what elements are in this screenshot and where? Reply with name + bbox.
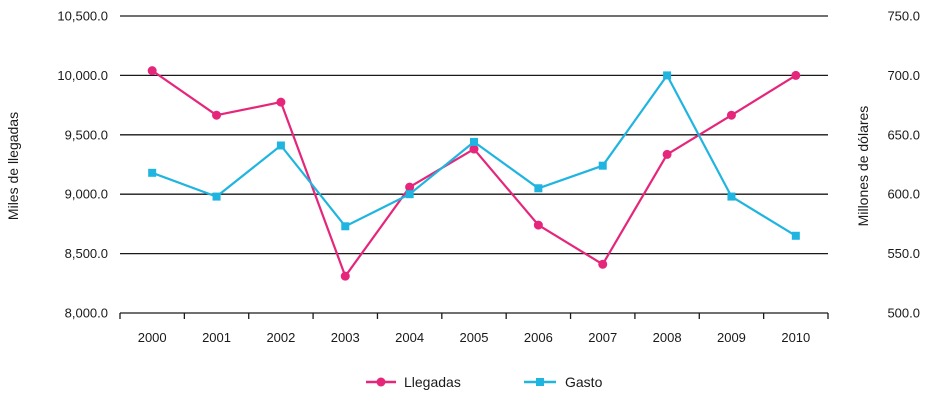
data-point-llegadas — [147, 66, 157, 76]
x-tick-label: 2006 — [524, 330, 553, 345]
data-point-gasto — [534, 184, 543, 193]
data-point-llegadas — [469, 144, 479, 154]
data-point-gasto — [148, 168, 157, 177]
data-point-gasto — [212, 192, 221, 201]
data-point-llegadas — [340, 271, 350, 281]
x-tick-label: 2009 — [717, 330, 746, 345]
data-point-llegadas — [662, 149, 672, 159]
legend-marker-llegadas — [376, 377, 386, 387]
axes — [119, 312, 829, 319]
y-axis-right-title: Millones de dólares — [855, 106, 871, 227]
series-line-llegadas — [151, 69, 797, 278]
data-point-gasto — [727, 192, 736, 201]
data-point-llegadas — [533, 220, 543, 230]
tick-labels: 8,000.0 500.0 8,500.0 550.0 9,000.0 600.0 9,50… — [57, 9, 920, 346]
y-tick-label-right: 600.0 — [887, 187, 920, 202]
y-tick-label-left: 9,500.0 — [65, 127, 108, 142]
data-point-gasto — [791, 231, 800, 240]
legend: Llegadas Gasto — [366, 374, 603, 390]
y-tick-label-right: 750.0 — [887, 9, 920, 24]
x-tick-label: 2001 — [202, 330, 231, 345]
y-tick-label-left: 8,000.0 — [65, 306, 108, 321]
y-tick-label-right: 650.0 — [887, 127, 920, 142]
gridlines — [120, 15, 828, 255]
data-point-llegadas — [276, 97, 286, 107]
x-tick-label: 2004 — [395, 330, 424, 345]
data-point-gasto — [341, 222, 350, 231]
y-axis-left-title: Miles de llegadas — [5, 112, 21, 220]
series — [147, 66, 801, 281]
data-point-gasto — [470, 137, 478, 146]
data-point-llegadas — [598, 259, 608, 269]
data-point-gasto — [598, 161, 607, 170]
data-point-llegadas — [791, 70, 801, 80]
data-point-llegadas — [726, 110, 736, 120]
x-tick-label: 2002 — [266, 330, 295, 345]
legend-label-llegadas: Llegadas — [404, 374, 461, 390]
data-point-gasto — [276, 141, 285, 150]
x-tick-label: 2007 — [588, 330, 617, 345]
y-tick-label-left: 10,000.0 — [57, 68, 108, 83]
legend-item-gasto: Gasto — [524, 374, 603, 390]
y-tick-label-left: 8,500.0 — [65, 246, 108, 261]
data-point-gasto — [405, 190, 414, 199]
data-point-llegadas — [212, 110, 222, 120]
x-tick-label: 2000 — [138, 330, 167, 345]
legend-item-llegadas: Llegadas — [366, 374, 461, 390]
legend-marker-gasto — [536, 378, 544, 386]
x-tick-label: 2010 — [781, 330, 810, 345]
y-tick-label-right: 500.0 — [887, 306, 920, 321]
x-tick-label: 2008 — [653, 330, 682, 345]
data-point-llegadas — [405, 182, 415, 192]
x-tick-label: 2003 — [331, 330, 360, 345]
y-tick-label-right: 550.0 — [887, 246, 920, 261]
y-tick-label-right: 700.0 — [887, 68, 920, 83]
legend-label-gasto: Gasto — [565, 374, 603, 390]
y-tick-label-left: 9,000.0 — [65, 187, 108, 202]
series-line-gasto — [151, 74, 797, 237]
y-tick-label-left: 10,500.0 — [57, 9, 108, 24]
data-point-gasto — [663, 71, 672, 80]
x-tick-label: 2005 — [460, 330, 489, 345]
